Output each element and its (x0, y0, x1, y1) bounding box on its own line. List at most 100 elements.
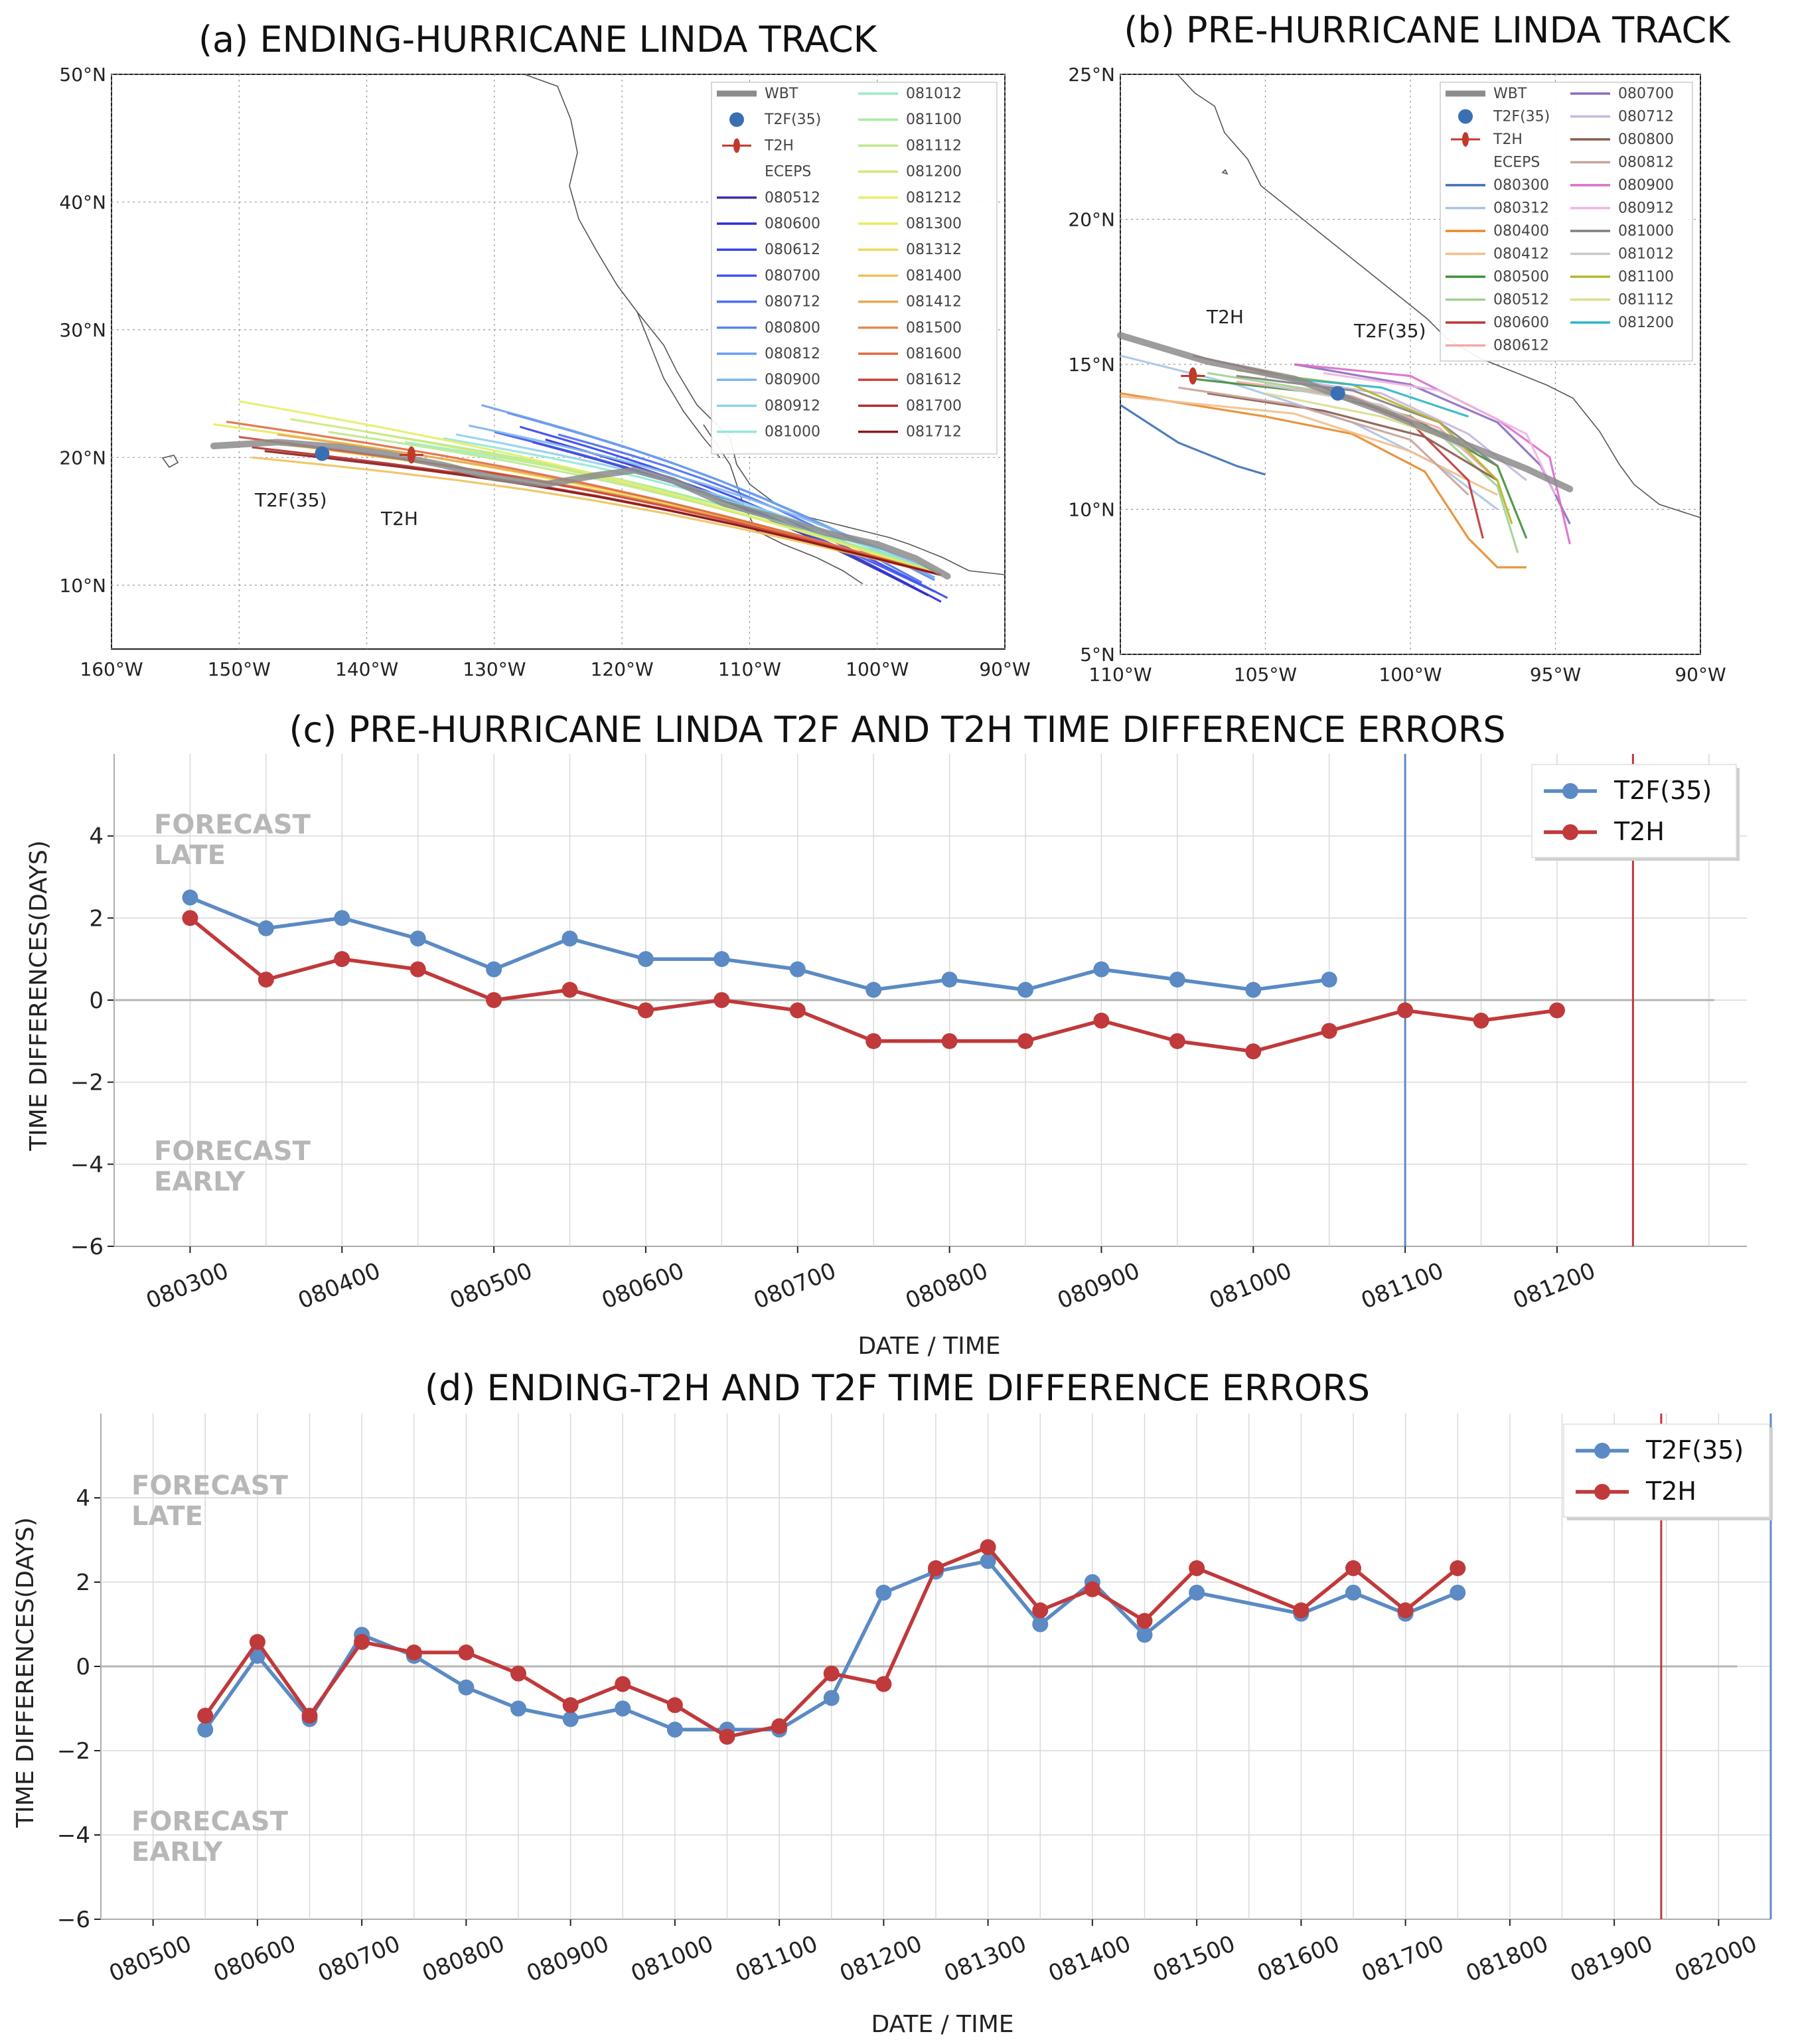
data-point (458, 1644, 475, 1661)
panel-b-t2f-label: T2F(35) (1353, 320, 1426, 342)
y-tick-label: 30°N (59, 319, 106, 341)
x-tick-label: 080400 (294, 1258, 384, 1315)
legend-member-label: 080812 (1618, 155, 1674, 171)
x-tick-label: 080800 (419, 1931, 508, 1988)
legend-box (711, 82, 998, 455)
legend-label: T2H (1613, 817, 1665, 846)
legend-label: T2H (764, 137, 794, 154)
legend-member-label: 081012 (1618, 246, 1674, 263)
legend-member-label: 081700 (906, 398, 962, 414)
x-tick-label: 95°W (1530, 664, 1581, 686)
x-tick-label: 080500 (446, 1258, 536, 1315)
x-tick-label: 90°W (1675, 664, 1726, 686)
panel-a-t2f-label: T2F(35) (254, 489, 327, 511)
legend-member-label: 080512 (1493, 292, 1549, 309)
x-tick-label: 120°W (591, 658, 654, 680)
legend-member-label: 080312 (1493, 200, 1549, 217)
panel-b-map: 110°W 105°W 100°W 95°W 90°W 25°N 20°N 15°N 10°N 5… (1068, 64, 1726, 686)
legend-label: ECEPS (765, 164, 811, 181)
legend-box (1563, 1424, 1770, 1518)
panel-d-xlabel: DATE / TIME (871, 2011, 1013, 2038)
legend-member-label: 080912 (765, 398, 820, 414)
data-point (334, 910, 350, 926)
legend-member-label: 080400 (1493, 223, 1549, 240)
data-point (789, 1002, 806, 1019)
y-tick-label: 0 (89, 987, 104, 1014)
legend-label: T2H (1493, 131, 1523, 148)
data-point (561, 930, 578, 947)
data-point (182, 910, 198, 926)
panel-b-t2h-label: T2H (1206, 306, 1244, 328)
data-point (1032, 1602, 1049, 1619)
x-tick-label: 105°W (1234, 664, 1297, 686)
x-tick-label: 130°W (463, 658, 526, 680)
x-tick-label: 081300 (940, 1931, 1030, 1988)
y-tick-label: −6 (57, 1907, 90, 1933)
x-tick-label: 081700 (1358, 1931, 1448, 1988)
data-point (615, 1700, 631, 1717)
data-point (301, 1708, 318, 1724)
ensemble-track (1323, 372, 1556, 496)
data-point (1450, 1560, 1466, 1577)
data-point (486, 961, 502, 978)
ensemble-track (1120, 392, 1527, 569)
x-tick-label: 160°W (80, 658, 143, 680)
hint-early-line1: FORECAST (131, 1806, 289, 1837)
data-point (875, 1584, 892, 1601)
legend-label: WBT (1493, 86, 1527, 102)
series-T2F(35) (182, 889, 1337, 998)
data-point (249, 1634, 265, 1650)
data-point (410, 930, 426, 947)
data-point (486, 992, 502, 1008)
data-point (713, 992, 730, 1008)
legend-member-label: 081200 (1618, 315, 1674, 331)
legend-member-label: 081000 (765, 424, 820, 441)
legend-label: WBT (765, 86, 798, 102)
data-point (1017, 982, 1034, 998)
data-point (1032, 1616, 1049, 1633)
data-point (1017, 1033, 1034, 1049)
data-point (561, 982, 578, 998)
ensemble-track (519, 425, 948, 599)
legend-swatch-marker (1562, 824, 1578, 840)
data-point (865, 982, 882, 998)
y-tick-label: 2 (89, 905, 104, 932)
data-point (1189, 1584, 1205, 1601)
data-point (771, 1718, 788, 1735)
panel-a-hawaii (161, 455, 179, 469)
legend-label: T2F(35) (1613, 776, 1712, 805)
legend-member-label: 080412 (1493, 246, 1549, 263)
wbt-track (210, 439, 951, 580)
y-tick-label: 10°N (59, 575, 106, 597)
x-tick-label: 080700 (750, 1258, 840, 1315)
legend-member-label: 081612 (906, 372, 962, 388)
panel-b-island (1221, 169, 1229, 175)
panel-b-coastline (1177, 74, 1701, 518)
legend-member-label: 081100 (906, 111, 962, 128)
x-tick-label: 150°W (208, 658, 271, 680)
x-tick-label: 080900 (523, 1931, 613, 1988)
data-point (713, 951, 730, 968)
x-tick-label: 110°W (1088, 664, 1152, 686)
x-tick-label: 081100 (1357, 1258, 1447, 1315)
legend-member-label: 081100 (1618, 269, 1674, 285)
x-tick-label: 081000 (1205, 1258, 1295, 1315)
legend-member-label: 080712 (765, 294, 820, 311)
data-point (637, 951, 654, 968)
data-point (510, 1665, 526, 1682)
legend-t2h-swatch-body (1462, 132, 1469, 147)
legend-member-label: 080912 (1618, 200, 1674, 217)
legend-member-label: 081000 (1618, 223, 1674, 240)
y-tick-label: 2 (76, 1570, 90, 1596)
panel-a-gulf (703, 424, 863, 585)
panel-a-title: (a) ENDING-HURRICANE LINDA TRACK (198, 19, 878, 60)
data-point (1548, 1002, 1565, 1019)
ensemble-track (1178, 386, 1469, 496)
legend-t2f-swatch (1458, 109, 1473, 124)
data-point (406, 1644, 422, 1661)
legend-member-label: 080712 (1618, 109, 1674, 125)
data-point (1397, 1602, 1414, 1619)
data-point (510, 1700, 526, 1717)
data-point (1169, 1033, 1185, 1049)
